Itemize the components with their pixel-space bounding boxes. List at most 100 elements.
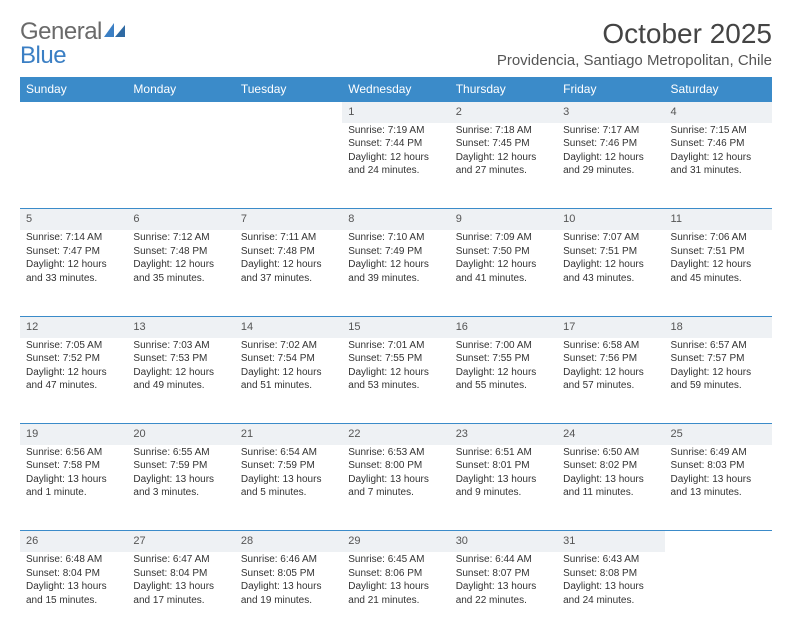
day-number-cell (20, 102, 127, 123)
day-body-cell: Sunrise: 6:43 AMSunset: 8:08 PMDaylight:… (557, 552, 664, 638)
daybody-row: Sunrise: 7:05 AMSunset: 7:52 PMDaylight:… (20, 338, 772, 424)
sunset-line: Sunset: 7:51 PM (563, 245, 658, 259)
day-body-cell: Sunrise: 7:17 AMSunset: 7:46 PMDaylight:… (557, 123, 664, 209)
sunrise-line: Sunrise: 7:17 AM (563, 124, 658, 138)
day-number-cell: 17 (557, 316, 664, 337)
day-body-cell: Sunrise: 6:45 AMSunset: 8:06 PMDaylight:… (342, 552, 449, 638)
daylight-line: Daylight: 12 hours and 24 minutes. (348, 151, 443, 178)
day-body-cell: Sunrise: 6:46 AMSunset: 8:05 PMDaylight:… (235, 552, 342, 638)
daynum-row: 19202122232425 (20, 424, 772, 445)
sunrise-line: Sunrise: 6:57 AM (671, 339, 766, 353)
day-number-cell: 7 (235, 209, 342, 230)
sunset-line: Sunset: 7:55 PM (348, 352, 443, 366)
sunrise-line: Sunrise: 6:46 AM (241, 553, 336, 567)
sunset-line: Sunset: 8:02 PM (563, 459, 658, 473)
day-body-cell: Sunrise: 7:00 AMSunset: 7:55 PMDaylight:… (450, 338, 557, 424)
daylight-line: Daylight: 12 hours and 47 minutes. (26, 366, 121, 393)
sunrise-line: Sunrise: 6:48 AM (26, 553, 121, 567)
daylight-line: Daylight: 13 hours and 9 minutes. (456, 473, 551, 500)
sunset-line: Sunset: 7:45 PM (456, 137, 551, 151)
daylight-line: Daylight: 12 hours and 29 minutes. (563, 151, 658, 178)
day-number-cell (665, 531, 772, 552)
day-body-cell: Sunrise: 7:02 AMSunset: 7:54 PMDaylight:… (235, 338, 342, 424)
day-body-cell: Sunrise: 7:14 AMSunset: 7:47 PMDaylight:… (20, 230, 127, 316)
sunset-line: Sunset: 8:00 PM (348, 459, 443, 473)
day-body-cell: Sunrise: 6:49 AMSunset: 8:03 PMDaylight:… (665, 445, 772, 531)
sunrise-line: Sunrise: 6:43 AM (563, 553, 658, 567)
day-number-cell: 18 (665, 316, 772, 337)
sunset-line: Sunset: 7:53 PM (133, 352, 228, 366)
sunrise-line: Sunrise: 6:54 AM (241, 446, 336, 460)
sunset-line: Sunset: 8:03 PM (671, 459, 766, 473)
sunset-line: Sunset: 8:04 PM (133, 567, 228, 581)
sunrise-line: Sunrise: 7:07 AM (563, 231, 658, 245)
sunset-line: Sunset: 7:48 PM (133, 245, 228, 259)
day-body-cell: Sunrise: 7:05 AMSunset: 7:52 PMDaylight:… (20, 338, 127, 424)
daylight-line: Daylight: 13 hours and 21 minutes. (348, 580, 443, 607)
daylight-line: Daylight: 12 hours and 49 minutes. (133, 366, 228, 393)
day-number-cell: 23 (450, 424, 557, 445)
daylight-line: Daylight: 13 hours and 22 minutes. (456, 580, 551, 607)
day-number-cell: 16 (450, 316, 557, 337)
sunset-line: Sunset: 8:06 PM (348, 567, 443, 581)
sunset-line: Sunset: 8:08 PM (563, 567, 658, 581)
day-body-cell: Sunrise: 7:06 AMSunset: 7:51 PMDaylight:… (665, 230, 772, 316)
daylight-line: Daylight: 13 hours and 7 minutes. (348, 473, 443, 500)
sunrise-line: Sunrise: 6:47 AM (133, 553, 228, 567)
daylight-line: Daylight: 13 hours and 11 minutes. (563, 473, 658, 500)
sunrise-line: Sunrise: 7:15 AM (671, 124, 766, 138)
weekday-header: Saturday (665, 77, 772, 102)
sunrise-line: Sunrise: 6:44 AM (456, 553, 551, 567)
day-body-cell: Sunrise: 7:12 AMSunset: 7:48 PMDaylight:… (127, 230, 234, 316)
sunrise-line: Sunrise: 6:58 AM (563, 339, 658, 353)
sunrise-line: Sunrise: 7:19 AM (348, 124, 443, 138)
daylight-line: Daylight: 12 hours and 27 minutes. (456, 151, 551, 178)
daylight-line: Daylight: 13 hours and 3 minutes. (133, 473, 228, 500)
sunrise-line: Sunrise: 6:49 AM (671, 446, 766, 460)
day-number-cell: 14 (235, 316, 342, 337)
day-number-cell: 27 (127, 531, 234, 552)
daylight-line: Daylight: 12 hours and 37 minutes. (241, 258, 336, 285)
sunset-line: Sunset: 8:07 PM (456, 567, 551, 581)
day-body-cell: Sunrise: 6:54 AMSunset: 7:59 PMDaylight:… (235, 445, 342, 531)
daybody-row: Sunrise: 6:48 AM Sunset: 8:04 PM Daylight:… (20, 552, 772, 638)
day-body-cell: Sunrise: 7:03 AMSunset: 7:53 PMDaylight:… (127, 338, 234, 424)
day-number-cell: 21 (235, 424, 342, 445)
day-number-cell: 2 (450, 102, 557, 123)
day-number-cell: 20 (127, 424, 234, 445)
sunrise-line: Sunrise: 6:56 AM (26, 446, 121, 460)
weekday-header: Friday (557, 77, 664, 102)
header: General October 2025 Providencia, Santia… (20, 18, 772, 69)
weekday-header-row: SundayMondayTuesdayWednesdayThursdayFrid… (20, 77, 772, 102)
sunrise-line: Sunrise: 7:11 AM (241, 231, 336, 245)
sunrise-line: Sunrise: 7:06 AM (671, 231, 766, 245)
sunset-line: Sunset: 7:54 PM (241, 352, 336, 366)
day-body-cell: Sunrise: 6:53 AMSunset: 8:00 PMDaylight:… (342, 445, 449, 531)
sunrise-line: Sunrise: 7:14 AM (26, 231, 121, 245)
day-number-cell (235, 102, 342, 123)
day-number-cell: 11 (665, 209, 772, 230)
sunrise-line: Sunrise: 7:03 AM (133, 339, 228, 353)
day-number-cell: 30 (450, 531, 557, 552)
sunset-line: Sunset: 8:05 PM (241, 567, 336, 581)
weekday-header: Monday (127, 77, 234, 102)
day-number-cell: 22 (342, 424, 449, 445)
day-body-cell: Sunrise: 6:47 AMSunset: 8:04 PMDaylight:… (127, 552, 234, 638)
daylight-line: Daylight: 12 hours and 59 minutes. (671, 366, 766, 393)
day-number-cell: 28 (235, 531, 342, 552)
daylight-line: Daylight: 12 hours and 45 minutes. (671, 258, 766, 285)
logo-text-blue: Blue (20, 42, 66, 70)
day-body-cell (665, 552, 772, 638)
day-body-cell: Sunrise: 6:55 AMSunset: 7:59 PMDaylight:… (127, 445, 234, 531)
day-number-cell: 9 (450, 209, 557, 230)
day-body-cell: Sunrise: 7:15 AMSunset: 7:46 PMDaylight:… (665, 123, 772, 209)
sunrise-line: Sunrise: 6:53 AM (348, 446, 443, 460)
daylight-line: Daylight: 12 hours and 51 minutes. (241, 366, 336, 393)
day-body-cell: Sunrise: 6:44 AMSunset: 8:07 PMDaylight:… (450, 552, 557, 638)
sunset-line: Sunset: 7:52 PM (26, 352, 121, 366)
daylight-line: Daylight: 12 hours and 55 minutes. (456, 366, 551, 393)
day-number-cell: 6 (127, 209, 234, 230)
daynum-row: 262728293031 (20, 531, 772, 552)
day-number-cell: 8 (342, 209, 449, 230)
daynum-row: 567891011 (20, 209, 772, 230)
